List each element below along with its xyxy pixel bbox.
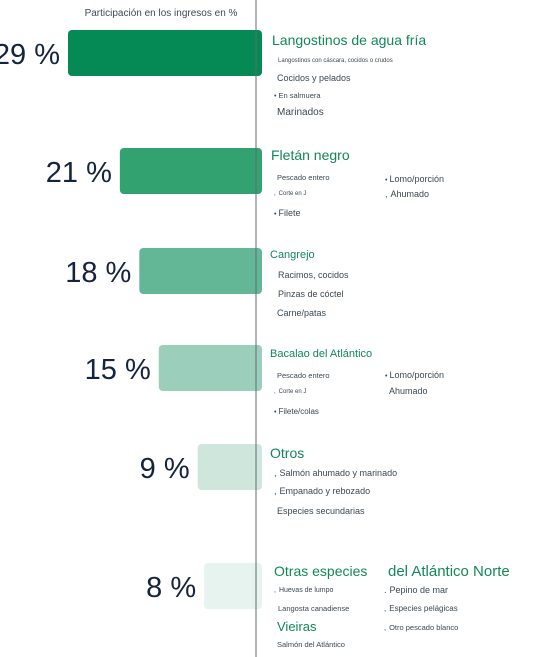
- list-item: Racimos, cocidos: [278, 270, 349, 280]
- list-item: Ahumado: [389, 386, 428, 396]
- list-item: Ahumado: [385, 189, 430, 199]
- group-otras-especies: Otras especies del Atlántico Norte Hueva…: [274, 563, 536, 655]
- list-item: Otro pescado blanco: [384, 623, 458, 632]
- group-cangrejo: Cangrejo Racimos, cocidos Pinzas de cóct…: [270, 249, 530, 324]
- bar-value-label: 15 %: [85, 354, 151, 386]
- list-item: Corte en J: [274, 389, 307, 395]
- bar: [158, 345, 262, 391]
- list-item: Langosta canadiense: [278, 604, 350, 613]
- list-item: Pepino de mar: [384, 585, 449, 595]
- group-title: Bacalao del Atlántico: [270, 348, 373, 360]
- group-title: Fletán negro: [271, 147, 350, 163]
- group-fletan: Fletán negro Pescado entero Lomo/porción…: [271, 147, 531, 227]
- bar-value-label: 29 %: [0, 39, 60, 71]
- list-item: Carne/patas: [277, 308, 327, 318]
- list-item: Empanado y rebozado: [274, 486, 371, 496]
- bar-value-label: 21 %: [46, 157, 112, 189]
- list-item: Marinados: [277, 107, 324, 118]
- list-item: Lomo/porción: [385, 370, 444, 380]
- bar: [68, 30, 262, 76]
- list-item: Salmón ahumado y marinado: [274, 468, 398, 478]
- bar: [119, 148, 263, 194]
- list-item: Especies secundarias: [277, 506, 365, 516]
- list-item: Vieiras: [277, 619, 317, 634]
- list-item: Lomo/porción: [385, 174, 444, 184]
- bar: [197, 444, 262, 490]
- list-item: Huevas de lumpo: [274, 587, 333, 594]
- bar-value-label: 18 %: [65, 257, 131, 289]
- list-item: Corte en J: [274, 191, 307, 197]
- group-title: Otros: [270, 445, 305, 461]
- list-item: Especies pelágicas: [384, 604, 457, 613]
- axis-title: Participación en los ingresos en %: [85, 8, 238, 19]
- bar-value-label: 9 %: [140, 453, 190, 485]
- group-title-part1: Otras especies: [274, 563, 368, 579]
- group-title-part2: del Atlántico Norte: [388, 563, 510, 580]
- bar-value-label: 8 %: [146, 572, 196, 604]
- list-item: En salmuera: [274, 91, 320, 100]
- group-title: Cangrejo: [270, 249, 315, 261]
- list-item: Filete/colas: [274, 407, 318, 416]
- list-item: Salmón del Atlántico: [277, 640, 345, 649]
- group-bacalao: Bacalao del Atlántico Pescado entero Lom…: [270, 348, 530, 423]
- list-item: Filete: [274, 208, 300, 218]
- list-item: Pescado entero: [277, 173, 330, 182]
- bar: [139, 248, 262, 294]
- group-langostinos: Langostinos de agua fría Langostinos con…: [272, 32, 532, 132]
- bars: [68, 30, 263, 609]
- list-item: Langostinos con cáscara, cocidos o crudo…: [278, 58, 393, 64]
- list-item: Pinzas de cóctel: [278, 289, 344, 299]
- value-labels: 29 % 21 % 18 % 15 % 9 % 8 %: [0, 39, 196, 604]
- list-item: Cocidos y pelados: [277, 73, 351, 83]
- bar: [204, 563, 262, 609]
- group-otros: Otros Salmón ahumado y marinado Empanado…: [270, 445, 530, 520]
- group-title: Langostinos de agua fría: [272, 32, 427, 48]
- list-item: Pescado entero: [277, 371, 330, 380]
